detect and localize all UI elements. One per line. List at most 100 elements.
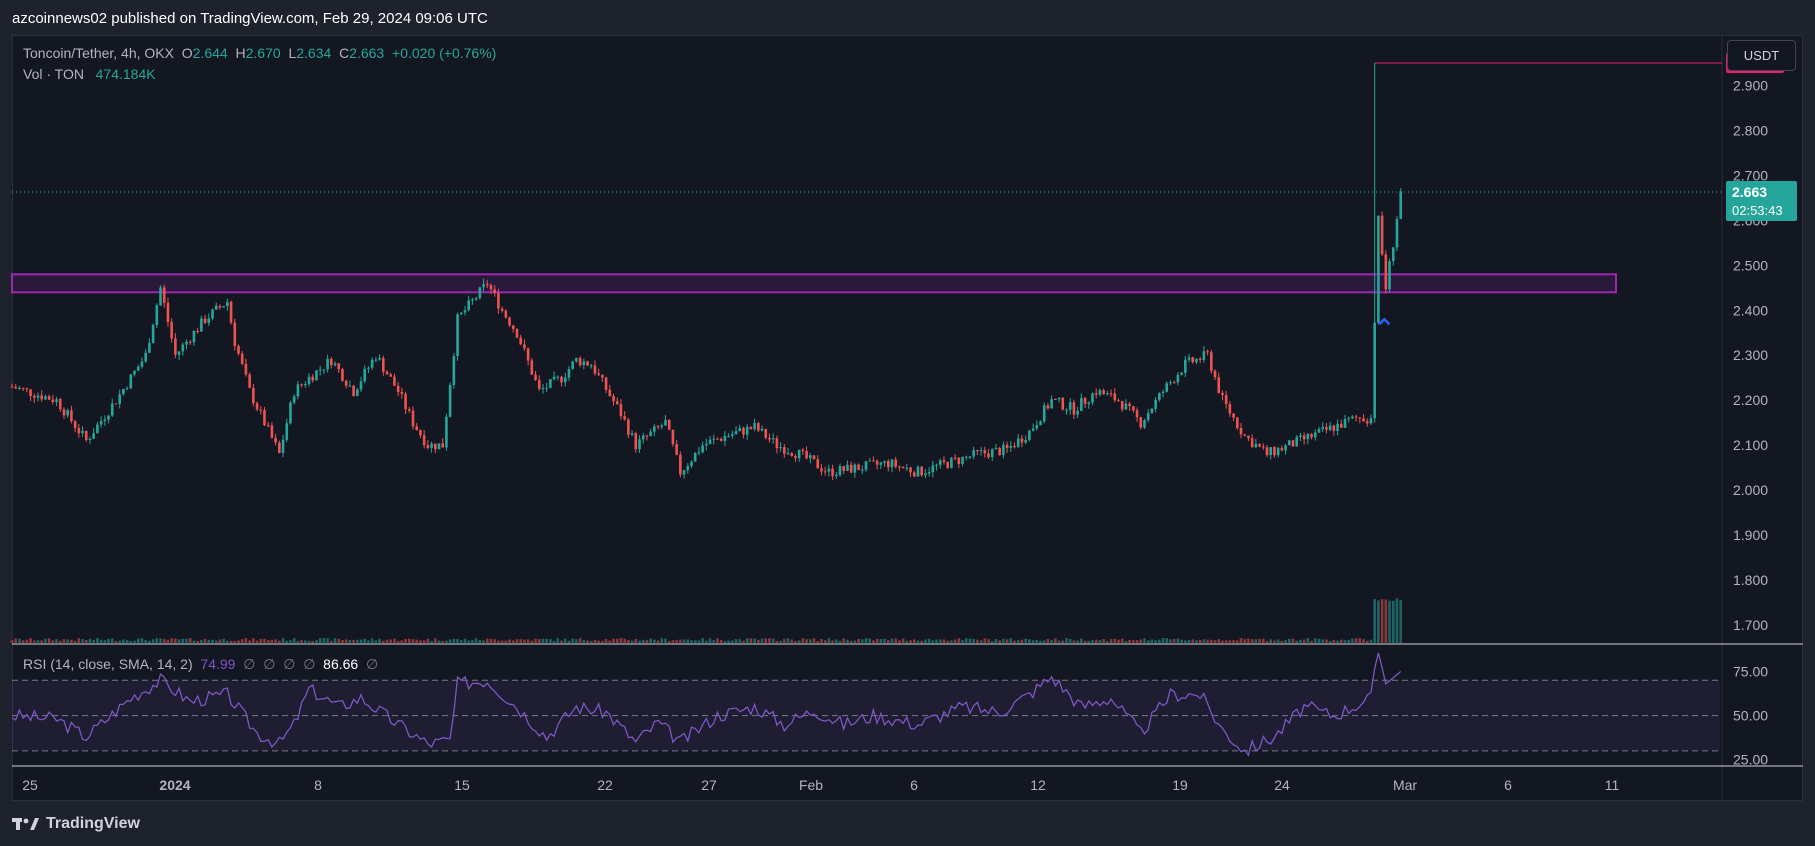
candle[interactable] <box>1120 400 1124 412</box>
candle[interactable] <box>627 417 630 438</box>
resistance-zone-box[interactable] <box>11 273 1617 294</box>
candle[interactable] <box>771 433 775 444</box>
candle[interactable] <box>304 381 307 388</box>
candle[interactable] <box>1106 390 1109 396</box>
candle[interactable] <box>382 355 385 376</box>
candle[interactable] <box>471 297 474 305</box>
candle[interactable] <box>326 354 329 373</box>
candle[interactable] <box>537 375 541 391</box>
candle[interactable] <box>942 456 946 465</box>
candle[interactable] <box>790 451 794 457</box>
candle[interactable] <box>508 316 511 327</box>
candle[interactable] <box>77 424 81 438</box>
candle[interactable] <box>214 302 218 311</box>
candle[interactable] <box>1313 429 1317 441</box>
candle[interactable] <box>987 449 990 460</box>
candle[interactable] <box>976 449 979 456</box>
candle[interactable] <box>1202 346 1206 363</box>
candle[interactable] <box>393 373 396 386</box>
candle[interactable] <box>1276 446 1280 458</box>
candle[interactable] <box>898 465 901 472</box>
candle[interactable] <box>1317 426 1321 434</box>
candle[interactable] <box>1117 398 1120 402</box>
candle[interactable] <box>456 312 459 361</box>
candle[interactable] <box>378 354 381 361</box>
candle[interactable] <box>801 447 805 455</box>
candle[interactable] <box>779 442 782 452</box>
candle[interactable] <box>615 397 619 405</box>
candle[interactable] <box>560 375 563 387</box>
candle[interactable] <box>274 433 277 446</box>
candle[interactable] <box>122 388 125 396</box>
candle[interactable] <box>21 387 25 392</box>
candle[interactable] <box>697 447 701 456</box>
candle[interactable] <box>972 446 975 460</box>
candle[interactable] <box>504 309 508 319</box>
candle[interactable] <box>248 372 251 389</box>
candle[interactable] <box>1132 405 1135 413</box>
candle[interactable] <box>1232 413 1235 422</box>
candle[interactable] <box>575 357 578 363</box>
candle[interactable] <box>374 356 378 363</box>
candle[interactable] <box>437 443 441 450</box>
candle[interactable] <box>964 455 968 461</box>
candle[interactable] <box>938 458 942 469</box>
candle[interactable] <box>734 426 738 435</box>
candle[interactable] <box>1258 443 1261 448</box>
candle[interactable] <box>99 416 103 428</box>
candle[interactable] <box>1191 356 1195 364</box>
candle[interactable] <box>426 440 430 450</box>
candle[interactable] <box>237 344 240 356</box>
candle[interactable] <box>36 392 40 402</box>
candle[interactable] <box>1024 435 1027 445</box>
candle[interactable] <box>927 467 931 477</box>
candle[interactable] <box>233 318 237 351</box>
candle[interactable] <box>396 382 400 397</box>
candle[interactable] <box>96 422 99 434</box>
candle[interactable] <box>879 461 883 469</box>
candle[interactable] <box>589 363 593 369</box>
candle[interactable] <box>1169 380 1172 386</box>
candle[interactable] <box>1239 423 1243 439</box>
candle[interactable] <box>318 365 322 376</box>
candle[interactable] <box>177 351 181 360</box>
candle[interactable] <box>731 430 734 439</box>
candle[interactable] <box>203 315 207 325</box>
candle[interactable] <box>330 357 333 369</box>
candle[interactable] <box>894 456 898 469</box>
candle[interactable] <box>1217 372 1221 394</box>
candle[interactable] <box>1161 389 1165 398</box>
candle[interactable] <box>783 443 786 458</box>
candle[interactable] <box>278 440 281 454</box>
candle[interactable] <box>270 422 274 439</box>
candle[interactable] <box>834 471 838 480</box>
candle[interactable] <box>363 365 367 384</box>
candle[interactable] <box>1328 421 1332 432</box>
candle[interactable] <box>1295 435 1299 447</box>
candle[interactable] <box>805 446 808 460</box>
candle[interactable] <box>66 408 69 418</box>
candle[interactable] <box>578 356 582 368</box>
candle[interactable] <box>170 318 173 343</box>
candle[interactable] <box>174 333 177 359</box>
candle[interactable] <box>1057 397 1061 403</box>
candle[interactable] <box>649 428 652 437</box>
candle[interactable] <box>333 361 337 367</box>
candle[interactable] <box>88 436 92 444</box>
candle[interactable] <box>857 463 860 470</box>
candle[interactable] <box>983 446 987 458</box>
candle[interactable] <box>337 362 341 373</box>
candle[interactable] <box>155 303 159 328</box>
candle[interactable] <box>523 339 526 351</box>
candle[interactable] <box>474 296 478 302</box>
candle[interactable] <box>1054 398 1057 401</box>
candle[interactable] <box>1369 414 1373 425</box>
candle[interactable] <box>1072 399 1076 419</box>
candle[interactable] <box>705 438 708 451</box>
candle[interactable] <box>1158 392 1161 402</box>
candle[interactable] <box>207 313 211 327</box>
candle[interactable] <box>55 396 58 407</box>
candle[interactable] <box>218 304 222 310</box>
candle[interactable] <box>1176 372 1180 386</box>
